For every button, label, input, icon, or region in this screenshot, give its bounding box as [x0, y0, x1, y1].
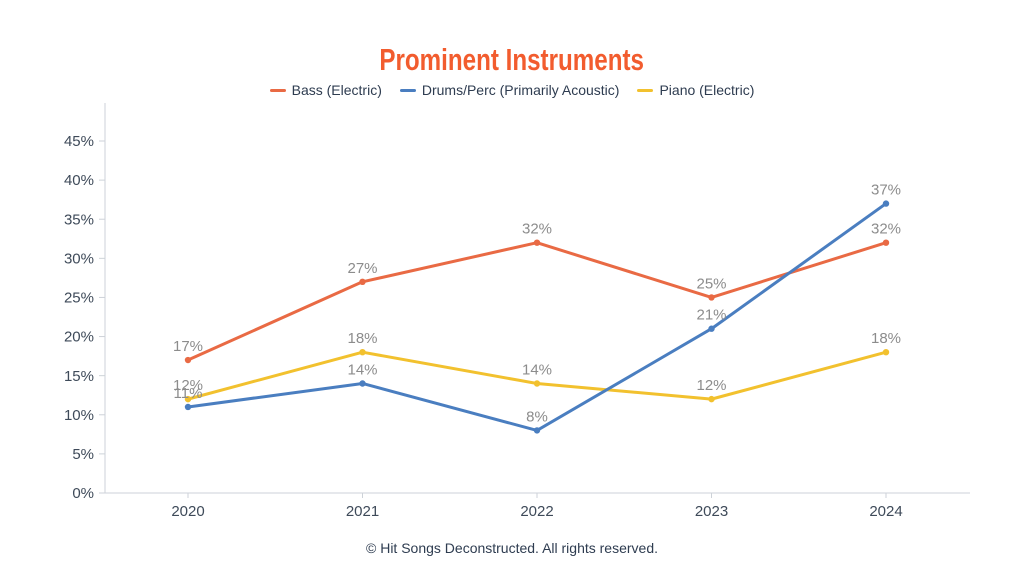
- value-label: 18%: [347, 330, 377, 347]
- legend: Bass (Electric) Drums/Perc (Primarily Aco…: [0, 82, 1024, 98]
- data-point: [708, 294, 715, 301]
- x-tick-label: 2023: [695, 503, 728, 520]
- y-tick-label: 45%: [64, 133, 94, 150]
- legend-swatch: [637, 88, 654, 92]
- value-label: 21%: [696, 307, 726, 324]
- y-tick-label: 0%: [72, 485, 94, 502]
- y-tick-label: 25%: [64, 290, 94, 307]
- x-tick-label: 2021: [346, 503, 379, 520]
- value-label: 8%: [526, 408, 548, 425]
- data-point: [359, 278, 366, 285]
- y-tick-label: 15%: [64, 368, 94, 385]
- copyright-footer: © Hit Songs Deconstructed. All rights re…: [366, 540, 658, 556]
- y-tick-label: 30%: [64, 250, 94, 267]
- data-point: [184, 356, 192, 364]
- y-tick-label: 5%: [72, 446, 94, 463]
- data-point: [882, 200, 890, 207]
- value-label: 12%: [696, 377, 726, 394]
- data-point: [359, 380, 366, 387]
- value-label: 37%: [871, 182, 901, 199]
- value-label: 25%: [696, 275, 726, 292]
- value-label: 14%: [347, 361, 377, 378]
- series-line: [186, 241, 888, 362]
- x-tick-label: 2022: [520, 503, 553, 520]
- data-point: [533, 427, 541, 434]
- legend-item: Bass (Electric): [269, 82, 382, 98]
- value-label: 12%: [173, 377, 203, 394]
- data-point: [882, 239, 890, 246]
- y-tick-label: 40%: [64, 172, 94, 189]
- legend-swatch: [269, 88, 286, 92]
- value-label: 11%: [174, 385, 203, 402]
- value-label: 27%: [347, 260, 377, 277]
- legend-label: Bass (Electric): [291, 82, 382, 98]
- y-tick-label: 20%: [64, 329, 94, 346]
- legend-swatch: [399, 88, 416, 92]
- value-label: 17%: [173, 338, 203, 355]
- data-point: [533, 239, 541, 246]
- data-point: [184, 395, 192, 403]
- data-point: [708, 325, 715, 332]
- legend-item: Piano (Electric): [637, 82, 754, 98]
- chart-title-text: Prominent Instruments: [379, 42, 645, 77]
- x-tick-label: 2020: [171, 503, 204, 520]
- y-tick-label: 35%: [64, 211, 94, 228]
- value-label: 32%: [871, 221, 901, 238]
- x-tick-label: 2024: [869, 503, 902, 520]
- value-label: 32%: [522, 221, 552, 238]
- legend-item: Drums/Perc (Primarily Acoustic): [399, 82, 620, 98]
- legend-label: Piano (Electric): [659, 82, 755, 98]
- y-tick-label: 10%: [64, 407, 94, 424]
- value-label: 18%: [871, 330, 901, 347]
- data-point: [533, 380, 541, 387]
- value-label: 14%: [522, 361, 552, 378]
- legend-label: Drums/Perc (Primarily Acoustic): [421, 82, 620, 98]
- data-point: [708, 395, 715, 403]
- data-point: [359, 349, 366, 356]
- data-point: [882, 349, 890, 356]
- data-point: [184, 403, 192, 411]
- chart-title: Prominent Instruments: [0, 42, 1024, 78]
